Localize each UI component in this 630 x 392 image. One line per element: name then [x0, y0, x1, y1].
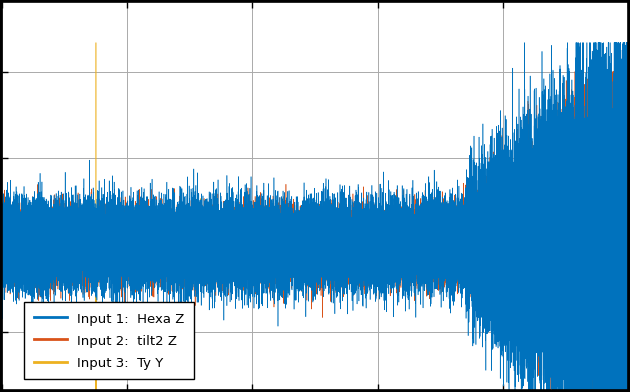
Input 2:  tilt2 Z: (3.4e+03, 0.0615): tilt2 Z: (3.4e+03, 0.0615): [41, 239, 49, 244]
Input 3:  Ty Y: (7.5e+03, 3.5): Ty Y: (7.5e+03, 3.5): [92, 40, 100, 45]
Input 3:  Ty Y: (3.71e+04, 0.0492): Ty Y: (3.71e+04, 0.0492): [463, 240, 471, 245]
Input 2:  tilt2 Z: (3.01e+04, -0.0318): tilt2 Z: (3.01e+04, -0.0318): [375, 245, 382, 249]
Input 2:  tilt2 Z: (1.2e+04, 0.358): tilt2 Z: (1.2e+04, 0.358): [149, 222, 156, 227]
Line: Input 2:  tilt2 Z: Input 2: tilt2 Z: [2, 72, 628, 392]
Input 1:  Hexa Z: (1.91e+04, 0.0329): Hexa Z: (1.91e+04, 0.0329): [238, 241, 246, 246]
Input 2:  tilt2 Z: (0, 0.0275): tilt2 Z: (0, 0.0275): [0, 241, 6, 246]
Input 3:  Ty Y: (2.71e+04, -0.0286): Ty Y: (2.71e+04, -0.0286): [338, 245, 345, 249]
Input 2:  tilt2 Z: (1.91e+04, 0.192): tilt2 Z: (1.91e+04, 0.192): [238, 232, 246, 236]
Input 3:  Ty Y: (0, 0.0894): Ty Y: (0, 0.0894): [0, 238, 6, 242]
Line: Input 1:  Hexa Z: Input 1: Hexa Z: [2, 43, 628, 392]
Line: Input 3:  Ty Y: Input 3: Ty Y: [2, 43, 628, 392]
Input 1:  Hexa Z: (3.4e+03, 0.214): Hexa Z: (3.4e+03, 0.214): [41, 230, 49, 235]
Input 2:  tilt2 Z: (5e+04, 0.156): tilt2 Z: (5e+04, 0.156): [624, 234, 630, 238]
Input 2:  tilt2 Z: (3.71e+04, 0.165): tilt2 Z: (3.71e+04, 0.165): [463, 233, 471, 238]
Input 3:  Ty Y: (3.4e+03, -0.0728): Ty Y: (3.4e+03, -0.0728): [41, 247, 49, 252]
Input 3:  Ty Y: (3.01e+04, -0.17): Ty Y: (3.01e+04, -0.17): [375, 253, 383, 258]
Input 1:  Hexa Z: (2.71e+04, 0.519): Hexa Z: (2.71e+04, 0.519): [338, 213, 345, 218]
Input 1:  Hexa Z: (4.17e+04, 3.5): Hexa Z: (4.17e+04, 3.5): [520, 40, 528, 45]
Input 3:  Ty Y: (1.92e+04, -0.163): Ty Y: (1.92e+04, -0.163): [238, 252, 246, 257]
Input 1:  Hexa Z: (0, 0.361): Hexa Z: (0, 0.361): [0, 222, 6, 227]
Input 1:  Hexa Z: (5e+04, 1.24): Hexa Z: (5e+04, 1.24): [624, 171, 630, 176]
Input 1:  Hexa Z: (3.71e+04, 0.481): Hexa Z: (3.71e+04, 0.481): [463, 215, 471, 220]
Input 3:  Ty Y: (5e+04, 0.273): Ty Y: (5e+04, 0.273): [624, 227, 630, 232]
Input 2:  tilt2 Z: (2.71e+04, -0.21): tilt2 Z: (2.71e+04, -0.21): [338, 255, 345, 260]
Legend: Input 1:  Hexa Z, Input 2:  tilt2 Z, Input 3:  Ty Y: Input 1: Hexa Z, Input 2: tilt2 Z, Input…: [25, 303, 193, 379]
Input 2:  tilt2 Z: (4.58e+04, 3): tilt2 Z: (4.58e+04, 3): [571, 69, 579, 74]
Input 3:  Ty Y: (1.2e+04, 0.0776): Ty Y: (1.2e+04, 0.0776): [149, 238, 156, 243]
Input 1:  Hexa Z: (3.01e+04, -0.346): Hexa Z: (3.01e+04, -0.346): [375, 263, 382, 268]
Input 1:  Hexa Z: (1.2e+04, 0.0928): Hexa Z: (1.2e+04, 0.0928): [149, 238, 156, 242]
